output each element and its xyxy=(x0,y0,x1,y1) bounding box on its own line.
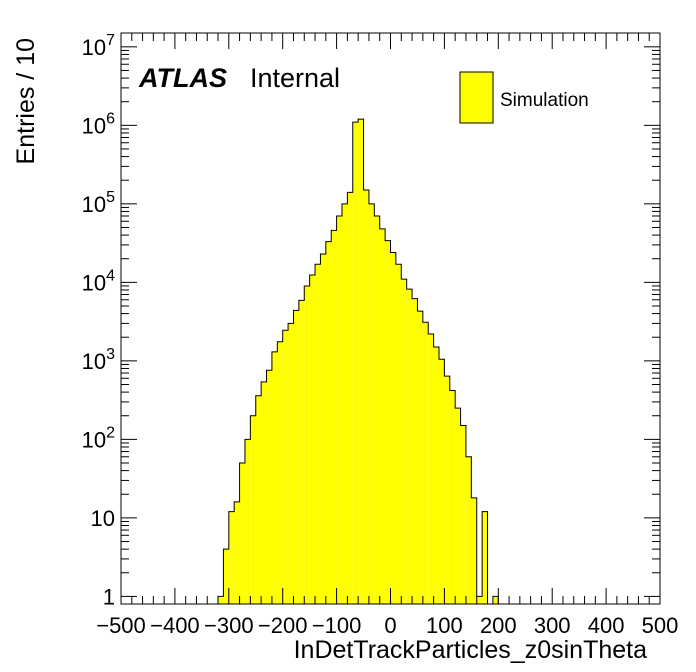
histogram-bar xyxy=(401,279,407,604)
legend-label: Simulation xyxy=(500,90,589,111)
histogram-bar xyxy=(315,264,321,604)
histogram-bar xyxy=(288,323,294,604)
axis-ticks xyxy=(120,33,661,604)
x-tick-labels: −500 −400 −300 −200 −100 0 100 200 300 400 500 xyxy=(96,613,678,638)
histogram-bar xyxy=(406,289,413,604)
histogram-bar xyxy=(428,333,434,604)
histogram-bar xyxy=(336,216,342,604)
histogram-bar xyxy=(368,203,375,604)
histogram-bar xyxy=(363,190,369,604)
histogram-bar xyxy=(255,395,262,604)
histogram-bar xyxy=(379,228,386,604)
histogram-outline xyxy=(217,118,499,605)
y-tick-label: 104 xyxy=(82,267,115,295)
histogram-bar xyxy=(395,264,402,604)
histogram-bar xyxy=(320,253,326,604)
atlas-sublabel: Internal xyxy=(250,63,340,93)
x-tick-label: 100 xyxy=(426,613,463,638)
y-tick-label: 105 xyxy=(82,189,115,217)
x-tick-label: 200 xyxy=(480,613,517,638)
histogram-bar xyxy=(261,381,267,604)
legend-swatch xyxy=(459,71,494,124)
y-axis-title: Entries / 10 xyxy=(12,38,40,164)
histogram-bar xyxy=(331,230,337,604)
y-tick-label: 106 xyxy=(82,110,115,138)
histogram-bar xyxy=(239,463,245,604)
histogram-bar xyxy=(449,390,456,604)
x-tick-label: −500 xyxy=(96,613,146,638)
histogram-bar xyxy=(492,596,499,604)
y-tick-label: 107 xyxy=(82,32,115,60)
histogram-bar xyxy=(439,359,445,604)
histogram-bar xyxy=(422,322,429,604)
histogram-bar xyxy=(309,275,316,604)
histogram-bar xyxy=(341,203,348,604)
histogram-bar xyxy=(460,425,466,604)
histogram-bar xyxy=(455,408,461,604)
y-tick-label: 102 xyxy=(82,424,115,452)
histogram-bar xyxy=(293,310,299,604)
x-tick-label: 400 xyxy=(588,613,625,638)
histogram-bar xyxy=(298,300,305,604)
histogram-bar xyxy=(277,341,283,604)
y-tick-labels: 1 10 102 103 104 105 106 107 xyxy=(82,32,115,610)
histogram-bar xyxy=(358,119,364,605)
atlas-label: ATLAS xyxy=(138,63,227,93)
histogram-bar xyxy=(218,596,224,604)
x-tick-label: −400 xyxy=(150,613,200,638)
histogram-bar xyxy=(250,415,256,604)
histogram-bar xyxy=(304,285,310,604)
histogram-bar xyxy=(385,240,391,604)
histogram-bar xyxy=(471,497,477,604)
histogram-bars xyxy=(217,118,499,605)
histogram-bar xyxy=(228,511,235,604)
histogram-bar xyxy=(347,192,353,604)
x-tick-label: 500 xyxy=(642,613,679,638)
histogram-bar xyxy=(352,122,359,604)
histogram-bar xyxy=(465,456,472,604)
y-tick-label: 10 xyxy=(91,506,115,531)
x-tick-label: 0 xyxy=(384,613,396,638)
x-tick-label: −300 xyxy=(204,613,254,638)
y-tick-label: 103 xyxy=(82,346,115,374)
y-tick-label: 1 xyxy=(103,584,115,609)
x-tick-label: −100 xyxy=(312,613,362,638)
histogram-bar xyxy=(417,311,423,604)
x-tick-label: −200 xyxy=(258,613,308,638)
histogram-bar xyxy=(325,241,332,604)
histogram-bar xyxy=(433,347,440,604)
histogram-bar xyxy=(374,216,380,604)
x-tick-label: 300 xyxy=(534,613,571,638)
histogram-bar xyxy=(482,511,488,604)
histogram-bar xyxy=(223,549,229,604)
histogram-bar xyxy=(476,596,483,604)
histogram-bar xyxy=(282,330,289,604)
histogram-bar xyxy=(412,298,418,604)
histogram-bar xyxy=(244,439,251,604)
histogram-bar xyxy=(444,376,450,604)
histogram-bar xyxy=(266,370,272,604)
x-axis-title: InDetTrackParticles_z0sinTheta xyxy=(294,636,647,664)
histogram-bar xyxy=(234,501,240,604)
histogram-bar xyxy=(271,351,278,604)
histogram-bar xyxy=(390,252,396,604)
